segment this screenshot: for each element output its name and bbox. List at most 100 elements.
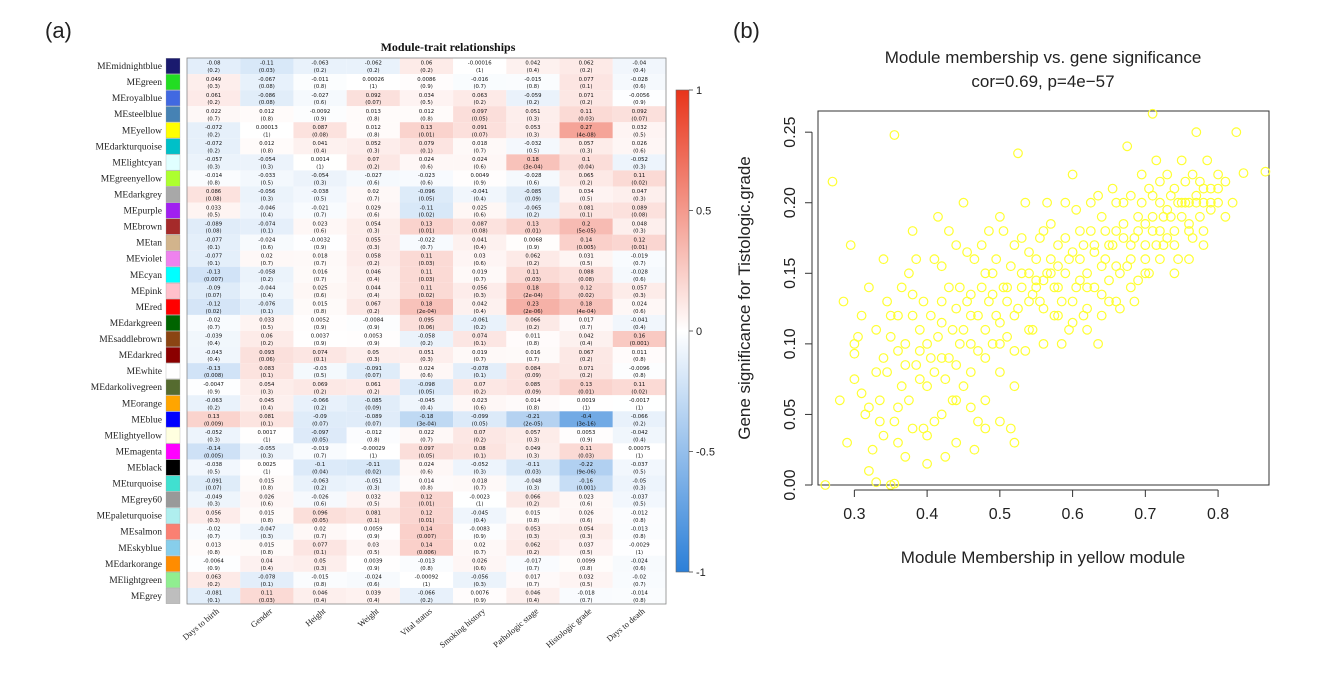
scatter-point <box>1107 240 1118 251</box>
cell-correlation: -0.096 <box>418 189 436 195</box>
heatmap-cell <box>453 507 507 524</box>
cell-pvalue: (0.9) <box>367 341 380 347</box>
heatmap-cell <box>293 170 347 187</box>
cell-pvalue: (0.03) <box>419 277 435 283</box>
heatmap-cell <box>240 475 294 492</box>
scatter-point <box>1154 197 1165 208</box>
scatter-point <box>864 466 874 476</box>
scatter-point <box>1260 166 1271 177</box>
cell-correlation: 0.13 <box>421 125 433 131</box>
module-swatch <box>165 202 181 219</box>
cell-pvalue: (0.8) <box>633 534 646 540</box>
scatter-point <box>900 360 911 370</box>
heatmap-cell <box>506 170 560 187</box>
module-label: MEyellow <box>122 126 162 136</box>
cell-correlation: 0.011 <box>525 334 540 340</box>
module-label: MEwhite <box>127 367 162 377</box>
cell-pvalue: (1) <box>636 550 644 556</box>
cell-correlation: 0.0017 <box>258 430 277 436</box>
cell-pvalue: (0.2) <box>261 277 274 283</box>
cell-pvalue: (0.3) <box>207 164 220 170</box>
cell-correlation: -0.0017 <box>629 398 649 404</box>
scatter-point <box>1024 247 1034 258</box>
cell-correlation: 0.12 <box>421 494 433 500</box>
cell-correlation: 0.041 <box>312 141 327 147</box>
heatmap-cell <box>240 491 294 508</box>
cell-pvalue: (0.8) <box>633 518 646 524</box>
scatter-point <box>1002 331 1012 342</box>
cell-pvalue: (0.3) <box>473 293 486 299</box>
heatmap-cell <box>453 523 507 540</box>
scatter-point <box>1082 268 1092 279</box>
cell-correlation: -0.085 <box>365 398 382 404</box>
heatmap-cell <box>187 427 241 444</box>
cell-pvalue: (0.01) <box>578 389 594 395</box>
colorbar-tick-label: -1 <box>696 567 706 579</box>
scatter-point <box>1180 197 1191 208</box>
scatter-point <box>1045 254 1056 265</box>
heatmap-cell <box>399 347 454 364</box>
cell-pvalue: (0.1) <box>207 261 220 267</box>
heatmap-cell <box>346 507 400 524</box>
cell-pvalue: (0.4) <box>207 341 220 347</box>
scatter-point <box>998 282 1009 293</box>
scatter-point <box>893 346 903 356</box>
scatter-point <box>900 451 911 462</box>
cell-pvalue: (0.8) <box>314 309 327 315</box>
cell-pvalue: (0.02) <box>365 470 381 476</box>
cell-correlation: 0.071 <box>579 366 594 372</box>
cell-correlation: 0.071 <box>579 93 594 99</box>
cell-correlation: 0.011 <box>632 350 647 356</box>
cell-correlation: -0.066 <box>631 414 649 420</box>
scatter-point <box>976 282 987 293</box>
cell-pvalue: (0.5) <box>261 325 274 331</box>
cell-correlation: 0.032 <box>632 125 647 131</box>
scatter-point <box>969 254 980 265</box>
cell-pvalue: (0.4) <box>527 68 540 74</box>
colorbar-gradient <box>675 89 690 573</box>
heatmap-cell <box>612 298 666 315</box>
heatmap-cell <box>399 186 454 203</box>
heatmap-cell <box>346 58 400 75</box>
cell-correlation: 0.091 <box>472 125 487 131</box>
heatmap-cell <box>506 314 560 331</box>
cell-pvalue: (0.2) <box>261 341 274 347</box>
heatmap-cell <box>612 74 666 91</box>
cell-pvalue: (0.2) <box>580 373 593 379</box>
cell-correlation: -0.039 <box>205 334 222 340</box>
heatmap-cell <box>453 379 507 396</box>
scatter-point <box>1205 183 1216 194</box>
heatmap-cell <box>187 411 241 428</box>
cell-pvalue: (0.3) <box>207 84 220 90</box>
scatter-point <box>914 324 925 335</box>
heatmap-cell <box>399 202 454 219</box>
scatter-point <box>1096 261 1107 272</box>
module-label: MEskyblue <box>118 544 162 554</box>
cell-correlation: -0.0092 <box>310 109 330 115</box>
cell-correlation: 0.065 <box>579 173 594 179</box>
heatmap-cell <box>399 459 454 476</box>
cell-correlation: 0.069 <box>312 382 327 388</box>
cell-correlation: 0.026 <box>472 559 488 565</box>
heatmap-cell <box>240 443 294 460</box>
cell-correlation: 0.18 <box>527 157 539 163</box>
scatter-point <box>1049 310 1060 321</box>
cell-pvalue: (0.3) <box>473 582 486 588</box>
module-swatch <box>165 266 181 283</box>
cell-pvalue: (0.3) <box>633 229 646 235</box>
heatmap-cell <box>559 170 613 187</box>
module-label: MEmagenta <box>116 447 163 457</box>
scatter-point <box>1213 197 1223 208</box>
heatmap-cell <box>559 587 613 604</box>
scatter-point <box>1184 197 1194 208</box>
cell-pvalue: (0.7) <box>473 357 486 363</box>
cell-pvalue: (0.4) <box>367 277 380 283</box>
cell-pvalue: (0.2) <box>580 68 593 74</box>
scatter-point <box>1147 226 1158 236</box>
cell-correlation: 0.024 <box>419 462 435 468</box>
trait-label: Histologic grade <box>544 606 594 650</box>
heatmap-cell <box>346 106 400 123</box>
cell-pvalue: (1) <box>316 164 324 170</box>
cell-correlation: 0.042 <box>579 334 594 340</box>
scatter-point <box>951 303 962 314</box>
